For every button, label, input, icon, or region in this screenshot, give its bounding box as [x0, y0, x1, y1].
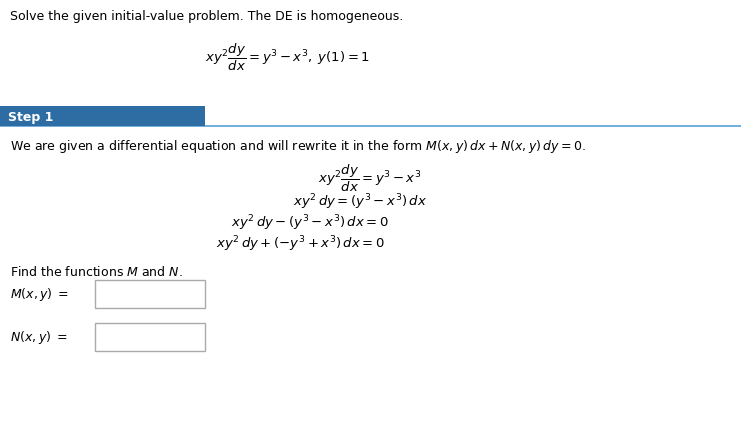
Text: Step 1: Step 1: [8, 110, 53, 123]
Bar: [95, 323, 205, 351]
Text: Solve the given initial-value problem. The DE is homogeneous.: Solve the given initial-value problem. T…: [10, 10, 403, 23]
Text: Find the functions $M$ and $N$.: Find the functions $M$ and $N$.: [10, 265, 183, 278]
Text: $xy^2\,dy + (-y^3 + x^3)\,dx = 0$: $xy^2\,dy + (-y^3 + x^3)\,dx = 0$: [216, 233, 385, 253]
Text: $N(x, y)\; =$: $N(x, y)\; =$: [10, 329, 67, 345]
Text: $xy^2 \dfrac{dy}{dx} = y^3 - x^3$: $xy^2 \dfrac{dy}{dx} = y^3 - x^3$: [318, 163, 422, 194]
Text: $xy^2\,dy - (y^3 - x^3)\,dx = 0$: $xy^2\,dy - (y^3 - x^3)\,dx = 0$: [231, 213, 389, 232]
Text: $M(x, y)\; =$: $M(x, y)\; =$: [10, 286, 69, 303]
Bar: [0, 107, 205, 127]
Text: $xy^2 \dfrac{dy}{dx} = y^3 - x^3,\; y(1) = 1$: $xy^2 \dfrac{dy}{dx} = y^3 - x^3,\; y(1)…: [205, 42, 370, 73]
Text: We are given a differential equation and will rewrite it in the form $M(x, y)\,d: We are given a differential equation and…: [10, 138, 585, 155]
Bar: [95, 280, 205, 308]
Text: $xy^2\,dy = (y^3 - x^3)\,dx$: $xy^2\,dy = (y^3 - x^3)\,dx$: [293, 192, 427, 211]
